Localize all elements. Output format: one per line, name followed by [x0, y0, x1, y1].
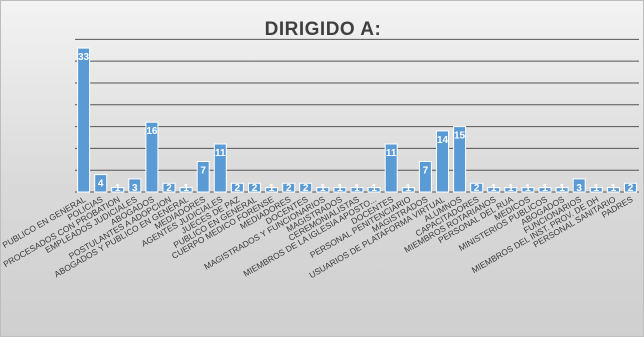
data-label: 33 [78, 52, 90, 63]
data-label: 1 [115, 183, 121, 194]
bar [213, 143, 227, 193]
data-label: 11 [215, 148, 226, 159]
data-label: 1 [371, 183, 377, 194]
bar [436, 130, 449, 193]
data-label: 1 [337, 183, 343, 194]
data-label: 2 [628, 183, 634, 194]
bar [77, 47, 91, 193]
data-label: 7 [423, 166, 429, 177]
chart-title: DIRIGIDO A: [264, 19, 382, 40]
data-label: 2 [235, 183, 241, 194]
data-label: 7 [200, 166, 206, 177]
data-label: 2 [286, 183, 292, 194]
data-label: 1 [354, 183, 360, 194]
data-label: 15 [454, 131, 466, 142]
data-label: 3 [576, 183, 582, 194]
bar [179, 187, 193, 193]
bar [282, 182, 296, 193]
data-label: 1 [559, 183, 565, 194]
bar [555, 187, 569, 193]
bar [624, 182, 637, 193]
data-label: 3 [132, 183, 138, 194]
data-label: 1 [269, 183, 275, 194]
data-label: 1 [542, 183, 548, 194]
bar [367, 187, 381, 193]
bar [350, 187, 364, 193]
data-label: 2 [166, 183, 172, 194]
bar [470, 182, 484, 193]
data-label: 1 [508, 183, 514, 194]
bar [162, 182, 176, 193]
data-label: 14 [437, 135, 449, 146]
bar [487, 187, 501, 193]
bar [230, 182, 244, 193]
data-label: 4 [98, 179, 104, 190]
bar [316, 187, 330, 193]
data-label: 1 [183, 183, 189, 194]
bar [606, 187, 620, 193]
bar [504, 187, 518, 193]
bar [401, 187, 415, 193]
data-label: 2 [252, 183, 258, 194]
bar [418, 161, 432, 193]
bar [94, 174, 108, 193]
bar [384, 143, 398, 193]
data-label: 11 [386, 148, 397, 159]
bar [265, 187, 279, 193]
data-label: 1 [320, 183, 326, 194]
bar [196, 161, 210, 193]
data-label: 1 [491, 183, 497, 194]
bar [145, 121, 159, 193]
bar [333, 187, 347, 193]
bar [299, 182, 313, 193]
bar [111, 187, 125, 193]
data-label: 1 [406, 183, 412, 194]
data-label: 1 [611, 183, 617, 194]
data-label: 2 [474, 183, 480, 194]
bar [453, 126, 467, 193]
bar [572, 178, 586, 193]
bar [538, 187, 552, 193]
data-label: 1 [594, 183, 600, 194]
bar [589, 187, 603, 193]
data-label: 1 [525, 183, 531, 194]
data-label: 2 [303, 183, 309, 194]
bar [521, 187, 535, 193]
bar [128, 178, 142, 193]
data-label: 16 [146, 126, 158, 137]
bar [248, 182, 261, 193]
